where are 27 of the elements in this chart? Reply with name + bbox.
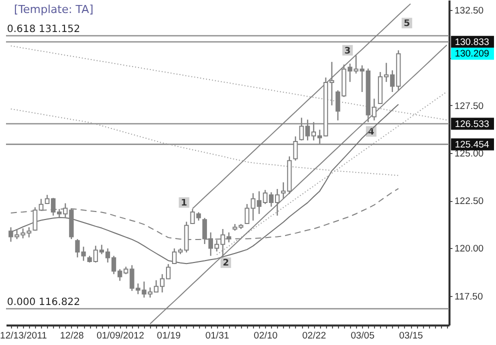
ref-line-label: 125.454 bbox=[454, 139, 490, 150]
y-tick-label: 127.50 bbox=[454, 100, 484, 112]
x-tick-label: 03/05 bbox=[350, 330, 374, 342]
y-tick-label: 132.50 bbox=[454, 6, 484, 17]
ref-line-label: 130.833 bbox=[454, 36, 490, 48]
x-tick-label: 01/19 bbox=[156, 330, 181, 342]
annotation: 2 bbox=[222, 258, 229, 269]
ref-line-label: 0.000 116.822 bbox=[7, 296, 80, 308]
x-tick-label: 03/15 bbox=[399, 330, 423, 342]
annotation: 1 bbox=[180, 198, 188, 209]
x-tick-label: 12/13/2011 bbox=[0, 330, 47, 342]
annotation: 5 bbox=[404, 19, 410, 30]
x-tick-label: 01/31 bbox=[205, 330, 230, 342]
chart-title: [Template: TA] bbox=[14, 3, 94, 16]
x-tick-label: 02/22 bbox=[302, 330, 326, 342]
annotation: 3 bbox=[344, 46, 351, 56]
ref-line-label: 0.618 131.152 bbox=[7, 24, 80, 35]
x-tick-label: 12/28 bbox=[60, 330, 84, 342]
text: 130.209 bbox=[454, 48, 490, 60]
y-tick-label: 117.50 bbox=[454, 291, 483, 302]
x-tick-label: 02/10 bbox=[254, 330, 278, 342]
x-tick-label: 01/09/2012 bbox=[96, 330, 144, 342]
ref-line-label: 126.533 bbox=[454, 118, 490, 130]
candlestick bbox=[293, 136, 298, 162]
y-tick-label: 125.00 bbox=[454, 148, 484, 160]
y-tick-label: 122.50 bbox=[454, 196, 484, 208]
y-tick-label: 120.00 bbox=[454, 244, 484, 255]
